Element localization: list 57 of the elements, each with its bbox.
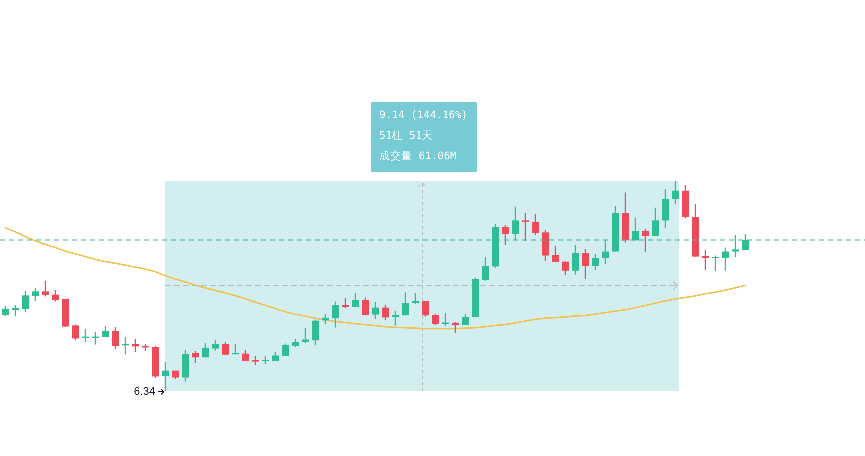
candlestick: [352, 292, 359, 308]
candlestick: [452, 322, 459, 334]
candlestick: [742, 234, 749, 251]
candlestick: [322, 313, 329, 325]
candlestick: [192, 350, 199, 364]
text: 51柱 51天: [380, 130, 434, 142]
candlestick: [182, 349, 189, 382]
candlestick: [602, 240, 609, 265]
candlestick: [212, 340, 219, 352]
candlestick: [302, 328, 309, 344]
candlestick: [522, 212, 529, 242]
candlestick: [642, 228, 649, 254]
candlestick: [652, 207, 659, 237]
annotation: 6.34: [134, 386, 156, 398]
candlestick: [162, 361, 169, 392]
candlestick: [362, 297, 369, 316]
candlestick: [582, 248, 589, 280]
candlestick: [382, 304, 389, 321]
text: 成交量 61.06M: [380, 150, 457, 162]
candlestick: [552, 246, 559, 263]
candlestick: [532, 214, 539, 236]
candlestick: [72, 324, 79, 342]
candlestick: [592, 253, 599, 272]
candlestick: [702, 249, 709, 271]
candlestick: [42, 280, 49, 298]
candlestick: [432, 314, 439, 326]
candlestick: [512, 206, 519, 241]
candlestick: [572, 244, 579, 276]
candlestick: [22, 290, 29, 313]
candlestick: [562, 261, 569, 276]
candlestick: [282, 343, 289, 357]
candlestick: [502, 224, 509, 246]
candlestick: [632, 217, 639, 242]
candlestick: [332, 301, 339, 328]
candlestick: [422, 300, 429, 318]
candlestick: [132, 338, 139, 354]
text: 9.14 (144.16%): [380, 110, 468, 122]
candlestick: [542, 230, 549, 262]
candlestick: [732, 234, 739, 258]
candlestick: [342, 297, 349, 309]
candlestick: [402, 292, 409, 316]
candlestick: [222, 341, 229, 356]
candlestick: [482, 256, 489, 282]
candlestick: [122, 336, 129, 356]
candlestick: [32, 288, 39, 302]
candlestick: [712, 255, 719, 272]
candlestick: [722, 247, 729, 272]
candlestick: [242, 349, 249, 362]
candlestick: [372, 302, 379, 320]
candlestick: [112, 326, 119, 350]
candlestick: [312, 319, 319, 346]
candlestick: [52, 290, 59, 302]
candlestick: [662, 188, 669, 229]
candlestick: [2, 305, 9, 317]
candlestick: [202, 342, 209, 358]
candlestick: [672, 180, 679, 206]
candlestick: [412, 292, 419, 306]
